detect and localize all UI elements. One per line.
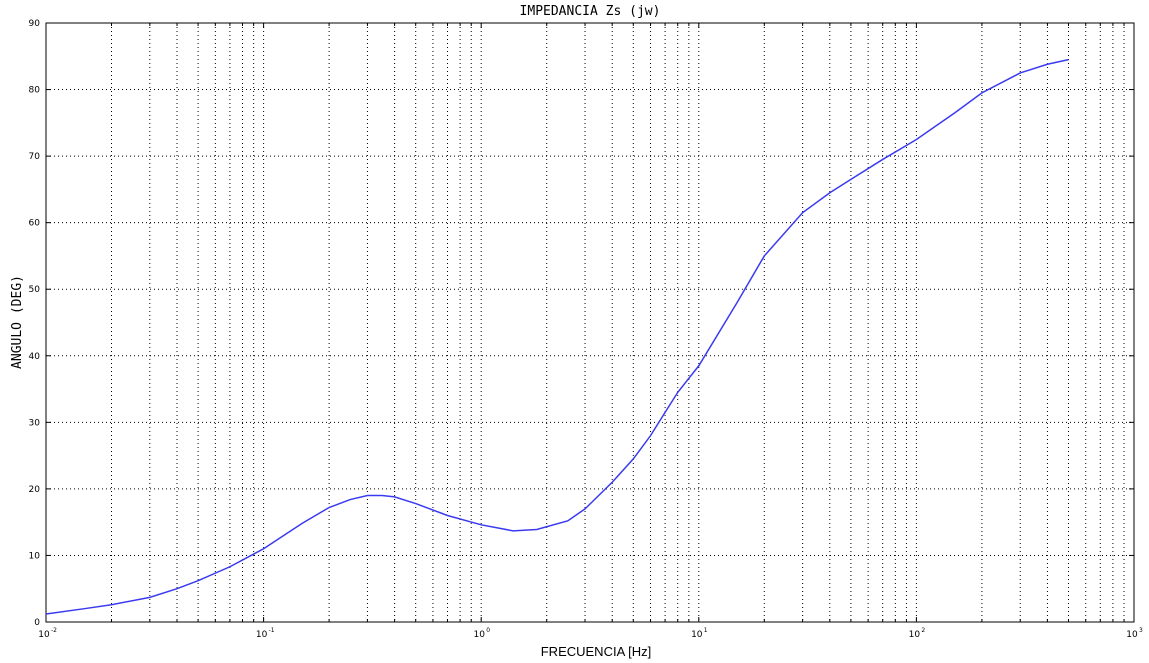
series-line — [45, 58, 1069, 615]
tick-marks — [45, 22, 1134, 623]
y-tick-label: 90 — [29, 19, 41, 29]
x-tick-label: 10 -2 — [38, 627, 57, 640]
x-tick-label: 10 0 — [473, 627, 490, 640]
y-axis-label: ANGULO (DEG) — [10, 275, 25, 369]
y-tick-label: 80 — [29, 86, 41, 96]
x-tick-label-exp: 1 — [704, 627, 708, 634]
x-tick-label-base: 10 — [256, 630, 268, 640]
x-tick-label-base: 10 — [691, 630, 703, 640]
x-tick-label-exp: -2 — [51, 627, 57, 634]
y-tick-labels: 0 10 20 30 40 50 60 70 80 90 — [29, 19, 41, 628]
y-tick-label: 40 — [29, 352, 41, 362]
x-tick-label-exp: -1 — [269, 627, 275, 634]
x-tick-label: 10 2 — [909, 627, 926, 640]
x-tick-label-exp: 0 — [486, 627, 490, 634]
y-tick-label: 70 — [29, 152, 41, 162]
y-tick-label: 0 — [34, 618, 40, 628]
y-tick-label: 20 — [29, 485, 41, 495]
x-tick-label: 10 3 — [1126, 627, 1143, 640]
x-tick-label-exp: 2 — [921, 627, 925, 634]
x-tick-label: 10 -1 — [256, 627, 275, 640]
grid-lines — [46, 23, 1134, 622]
x-axis-label: FRECUENCIA [Hz] — [541, 644, 652, 659]
x-tick-labels: 10 -2 10 -1 10 0 10 1 10 2 10 3 — [38, 627, 1143, 640]
x-tick-label-exp: 3 — [1139, 627, 1143, 634]
y-tick-label: 60 — [29, 219, 41, 229]
y-tick-label: 10 — [29, 551, 41, 561]
x-tick-label-base: 10 — [473, 630, 485, 640]
x-tick-label-base: 10 — [1126, 630, 1138, 640]
x-tick-label-base: 10 — [38, 630, 50, 640]
y-tick-label: 50 — [29, 285, 41, 295]
x-tick-label-base: 10 — [909, 630, 921, 640]
x-tick-label: 10 1 — [691, 627, 708, 640]
chart-title: IMPEDANCIA Zs (jw) — [520, 4, 661, 19]
plot-area — [45, 22, 1135, 623]
y-tick-label: 30 — [29, 418, 41, 428]
